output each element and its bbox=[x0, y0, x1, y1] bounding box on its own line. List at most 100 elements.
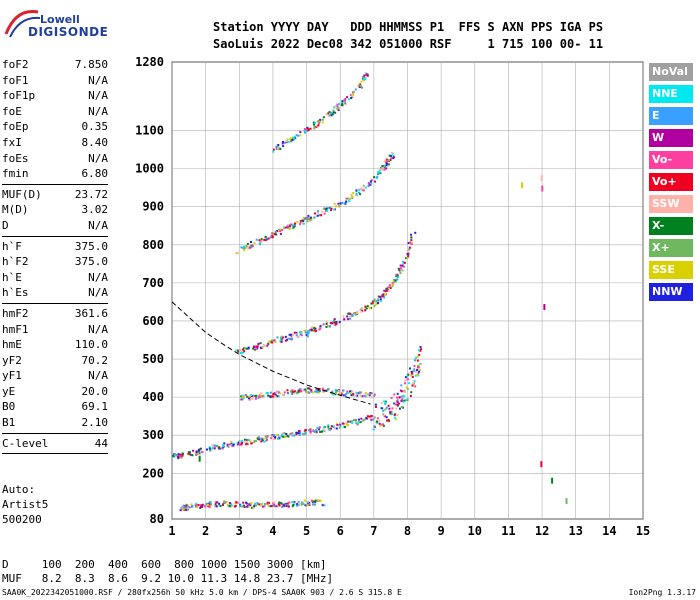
echo-point bbox=[295, 331, 298, 334]
echo-point bbox=[292, 136, 295, 139]
echo-point bbox=[288, 333, 291, 336]
echo-point bbox=[325, 209, 328, 212]
echo-point bbox=[254, 502, 257, 505]
echo-point bbox=[275, 394, 278, 397]
echo-point bbox=[306, 220, 309, 223]
echo-point bbox=[380, 423, 383, 426]
panel-divider bbox=[2, 235, 108, 237]
param-name: foE bbox=[2, 104, 22, 118]
param-row: h`E N/A bbox=[2, 270, 108, 286]
echo-point bbox=[286, 434, 289, 437]
echo-point bbox=[248, 395, 251, 398]
echo-point bbox=[267, 341, 270, 344]
echo-point bbox=[409, 394, 412, 397]
echo-point bbox=[338, 205, 341, 208]
echo-point bbox=[286, 389, 289, 392]
echo-point bbox=[254, 397, 257, 400]
echo-point bbox=[319, 327, 322, 330]
echo-point bbox=[337, 108, 340, 111]
param-name: foF1 bbox=[2, 73, 29, 87]
echo-point bbox=[366, 415, 369, 418]
echo-point bbox=[417, 372, 420, 375]
echo-point bbox=[236, 442, 239, 445]
echo-point bbox=[336, 105, 339, 108]
echo-point bbox=[260, 440, 263, 443]
echo-point bbox=[390, 413, 393, 416]
echo-point bbox=[292, 226, 295, 229]
echo-point bbox=[390, 396, 393, 399]
echo-point bbox=[355, 192, 358, 195]
echo-point bbox=[304, 429, 307, 432]
echo-point bbox=[197, 450, 200, 453]
echo-point bbox=[311, 429, 314, 432]
echo-point bbox=[240, 398, 243, 401]
echo-point bbox=[284, 503, 287, 506]
param-value: N/A bbox=[88, 104, 108, 118]
echo-point bbox=[267, 342, 270, 345]
y-tick-label: 1280 bbox=[135, 55, 164, 69]
echo-point bbox=[414, 356, 417, 359]
echo-point bbox=[304, 331, 307, 334]
echo-point bbox=[370, 418, 373, 421]
echo-point bbox=[249, 504, 252, 507]
echo-point bbox=[204, 505, 207, 508]
echo-point bbox=[346, 96, 349, 99]
echo-point bbox=[389, 411, 392, 414]
echo-point bbox=[232, 443, 235, 446]
echo-point bbox=[230, 442, 233, 445]
echo-point bbox=[389, 154, 392, 157]
echo-point bbox=[335, 321, 338, 324]
echo-point bbox=[306, 126, 309, 129]
param-name: M(D) bbox=[2, 203, 29, 217]
echo-point bbox=[312, 503, 315, 506]
echo-point bbox=[407, 382, 410, 385]
echo-point bbox=[318, 499, 321, 502]
echo-point bbox=[400, 395, 403, 398]
echo-point bbox=[372, 415, 375, 418]
echo-point bbox=[410, 236, 413, 239]
echo-point bbox=[245, 347, 248, 350]
param-value: 6.80 bbox=[81, 167, 109, 181]
echo-point bbox=[309, 127, 312, 130]
echo-point bbox=[354, 88, 357, 91]
echo-point bbox=[380, 401, 383, 404]
echo-point bbox=[383, 160, 386, 163]
echo-point bbox=[195, 451, 198, 454]
echo-point bbox=[284, 335, 287, 338]
echo-point bbox=[306, 331, 309, 338]
echo-point bbox=[222, 444, 225, 447]
echo-point bbox=[300, 334, 303, 337]
echo-point bbox=[362, 76, 365, 79]
x-tick-label: 6 bbox=[337, 524, 344, 538]
echo-point bbox=[402, 406, 405, 409]
echo-point bbox=[358, 84, 361, 87]
echo-point bbox=[318, 214, 321, 217]
echo-point bbox=[209, 501, 212, 504]
echo-point bbox=[347, 312, 350, 315]
echo-trace bbox=[235, 231, 417, 355]
param-value: 3.02 bbox=[81, 203, 109, 217]
echo-point bbox=[416, 368, 419, 371]
echo-point bbox=[343, 202, 346, 205]
echo-point bbox=[206, 503, 209, 506]
echo-point bbox=[330, 427, 333, 430]
echo-point bbox=[294, 137, 297, 140]
echo-point bbox=[314, 212, 317, 215]
echo-point bbox=[402, 400, 405, 403]
echo-point bbox=[373, 176, 376, 179]
echo-point bbox=[282, 504, 285, 507]
echo-point bbox=[291, 505, 294, 508]
echo-point bbox=[378, 171, 381, 174]
echo-point bbox=[239, 504, 242, 507]
param-row: foF1p N/A bbox=[2, 88, 108, 104]
echo-point bbox=[336, 322, 339, 325]
echo-point bbox=[314, 503, 317, 506]
echo-point bbox=[274, 340, 277, 343]
param-row: foF1 N/A bbox=[2, 73, 108, 89]
echo-point bbox=[179, 453, 182, 456]
echo-point bbox=[398, 407, 401, 410]
y-tick-label: 1000 bbox=[135, 162, 164, 176]
echo-point bbox=[264, 235, 267, 238]
echo-point bbox=[338, 107, 341, 110]
echo-point bbox=[253, 242, 256, 245]
